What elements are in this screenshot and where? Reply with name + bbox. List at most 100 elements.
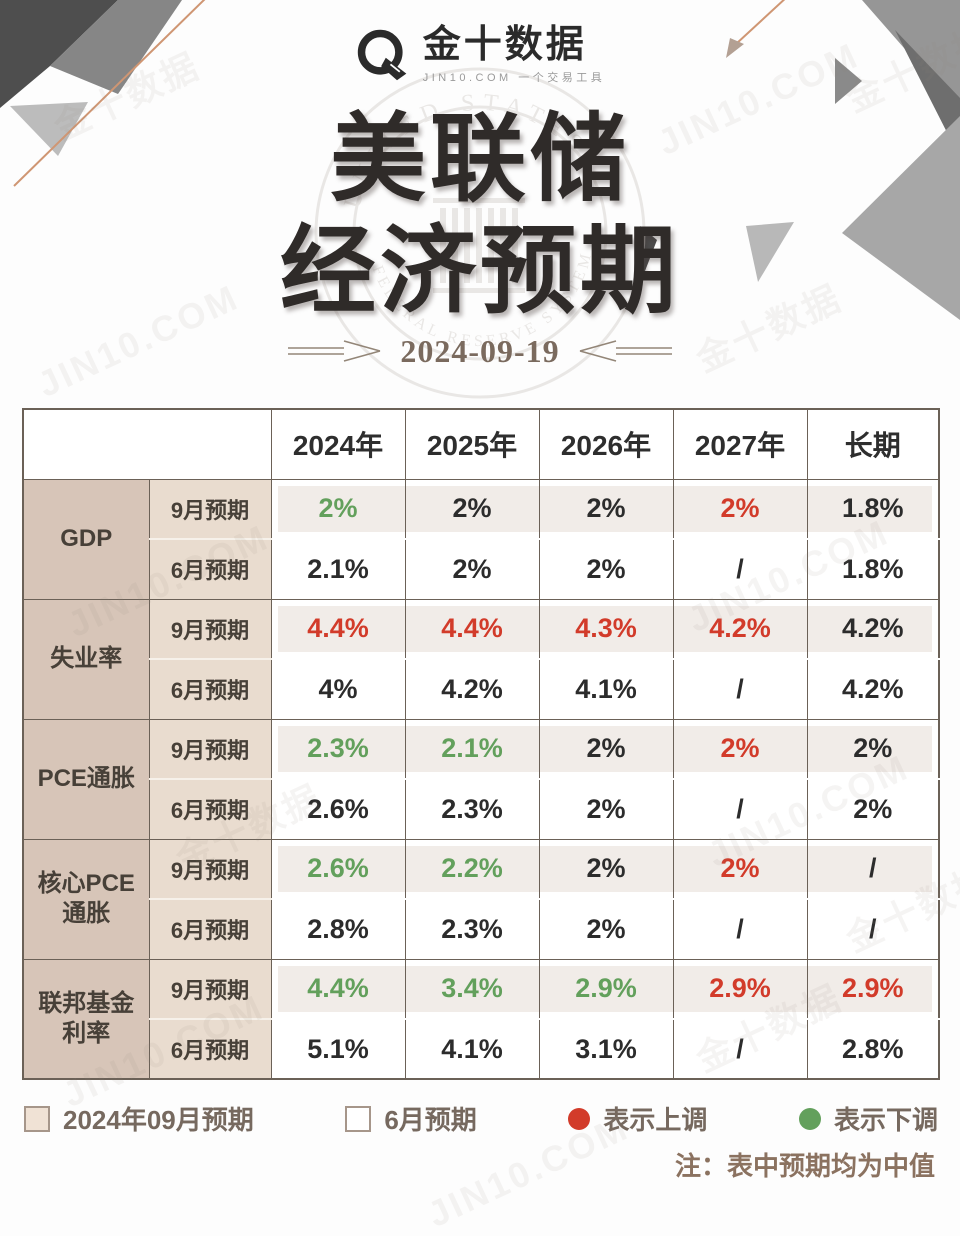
up-revision-dot-icon	[568, 1107, 591, 1130]
value-cell: 2.1%	[270, 538, 406, 600]
value-cell: 2%	[538, 718, 674, 780]
value-cell: 2.9%	[672, 958, 808, 1020]
legend-item-september: 2024年09月预期	[24, 1100, 254, 1137]
legend-item-downgraded: 表示下调	[798, 1100, 938, 1137]
value-cell: /	[672, 778, 808, 840]
value-cell: 2.8%	[806, 1018, 940, 1080]
column-header: 长期	[806, 408, 940, 480]
value-cell: 2%	[672, 718, 808, 780]
value-cell: 2%	[806, 718, 940, 780]
table-row: GDP 9月预期 2% 2% 2% 2% 1.8%	[22, 478, 940, 600]
value-cell: 4.3%	[538, 598, 674, 660]
value-cell: 2%	[538, 538, 674, 600]
report-date-row: 2024-09-19	[0, 333, 960, 370]
table-row: 6月预期 2.1% 2% 2% / 1.8%	[23, 538, 940, 600]
value-cell: 2%	[404, 478, 540, 540]
report-date: 2024-09-19	[400, 333, 560, 369]
june-forecast-swatch-icon	[345, 1105, 372, 1132]
value-cell: 4.2%	[404, 658, 540, 720]
poster-title-line2: 经济预期	[280, 218, 680, 325]
jin10-logo-tagline: JIN10.COM 一个交易工具	[422, 71, 606, 84]
value-cell: 4.1%	[404, 1018, 540, 1080]
value-cell: 4.2%	[806, 598, 940, 660]
poster-title-line1: 美联储	[330, 106, 630, 213]
legend: 2024年09月预期 6月预期 表示上调 表示下调	[24, 1100, 938, 1137]
jin10-logo-text: 金十数据	[422, 24, 587, 66]
value-cell: 4.1%	[538, 658, 674, 720]
table-header-row: 2024年 2025年 2026年 2027年 长期	[22, 408, 940, 480]
table-corner-cell	[22, 408, 272, 480]
forecast-label-cell: 6月预期	[148, 658, 272, 720]
legend-item-june: 6月预期	[345, 1100, 477, 1137]
economic-projections-table: 2024年 2025年 2026年 2027年 长期 GDP 9月预期 2% 2…	[22, 408, 940, 1080]
value-cell: /	[672, 538, 808, 600]
value-cell: 2.3%	[404, 778, 540, 840]
column-header: 2025年	[404, 408, 540, 480]
value-cell: /	[806, 838, 940, 900]
legend-label: 表示下调	[833, 1105, 938, 1135]
category-cell: GDP	[22, 478, 150, 600]
value-cell: 3.1%	[538, 1018, 674, 1080]
legend-label: 2024年09月预期	[63, 1105, 254, 1135]
column-header: 2024年	[270, 408, 406, 480]
column-header: 2027年	[672, 408, 808, 480]
forecast-label-cell: 9月预期	[148, 958, 272, 1020]
category-cell: 联邦基金利率	[22, 958, 150, 1080]
value-cell: 4.4%	[270, 958, 406, 1020]
table-row: 6月预期 4% 4.2% 4.1% / 4.2%	[23, 658, 940, 720]
value-cell: 2.1%	[404, 718, 540, 780]
value-cell: 2.3%	[404, 898, 540, 960]
value-cell: 2%	[538, 778, 674, 840]
value-cell: 4.4%	[270, 598, 406, 660]
september-forecast-swatch-icon	[24, 1105, 50, 1132]
value-cell: 2%	[538, 478, 674, 540]
date-ornament-left-icon	[288, 339, 381, 362]
forecast-label-cell: 9月预期	[148, 598, 272, 660]
value-cell: 2.6%	[270, 838, 406, 900]
value-cell: 2.6%	[270, 778, 406, 840]
table-container: 2024年 2025年 2026年 2027年 长期 GDP 9月预期 2% 2…	[22, 408, 940, 1080]
value-cell: 2%	[404, 538, 540, 600]
column-header: 2026年	[538, 408, 674, 480]
legend-label: 6月预期	[384, 1105, 477, 1135]
forecast-label-cell: 9月预期	[148, 838, 272, 900]
forecast-label-cell: 6月预期	[148, 538, 272, 600]
value-cell: /	[672, 1018, 808, 1080]
value-cell: 2.9%	[806, 958, 940, 1020]
value-cell: /	[672, 898, 808, 960]
value-cell: 3.4%	[404, 958, 540, 1020]
table-row: PCE通胀 9月预期 2.3% 2.1% 2% 2% 2%	[22, 718, 940, 840]
brand-header: 金十数据 JIN10.COM 一个交易工具	[0, 24, 960, 85]
table-row: 6月预期 5.1% 4.1% 3.1% / 2.8%	[23, 1018, 940, 1080]
value-cell: 4.4%	[404, 598, 540, 660]
value-cell: 2%	[538, 838, 674, 900]
value-cell: 5.1%	[270, 1018, 406, 1080]
forecast-label-cell: 9月预期	[148, 718, 272, 780]
value-cell: 2%	[672, 838, 808, 900]
jin10-logo-icon	[357, 30, 407, 81]
category-cell: 核心PCE通胀	[22, 838, 150, 960]
value-cell: 4.2%	[672, 598, 808, 660]
value-cell: 1.8%	[806, 478, 940, 540]
category-cell: PCE通胀	[22, 718, 150, 840]
footnote: 注：表中预期均为中值	[674, 1151, 935, 1181]
value-cell: /	[672, 658, 808, 720]
date-ornament-right-icon	[579, 339, 672, 362]
value-cell: /	[806, 898, 940, 960]
value-cell: 1.8%	[806, 538, 940, 600]
forecast-label-cell: 6月预期	[148, 898, 272, 960]
value-cell: 2%	[538, 898, 674, 960]
forecast-label-cell: 9月预期	[148, 478, 272, 540]
value-cell: 4.2%	[806, 658, 940, 720]
value-cell: 2%	[806, 778, 940, 840]
value-cell: 2%	[270, 478, 406, 540]
value-cell: 2.8%	[270, 898, 406, 960]
category-cell: 失业率	[22, 598, 150, 720]
forecast-label-cell: 6月预期	[148, 1018, 272, 1080]
poster-title: 美联储 经济预期	[0, 104, 960, 328]
table-row: 6月预期 2.6% 2.3% 2% / 2%	[23, 778, 940, 840]
table-row: 6月预期 2.8% 2.3% 2% / /	[23, 898, 940, 960]
legend-item-upgraded: 表示上调	[568, 1100, 707, 1137]
value-cell: 2.9%	[538, 958, 674, 1020]
value-cell: 4%	[270, 658, 406, 720]
